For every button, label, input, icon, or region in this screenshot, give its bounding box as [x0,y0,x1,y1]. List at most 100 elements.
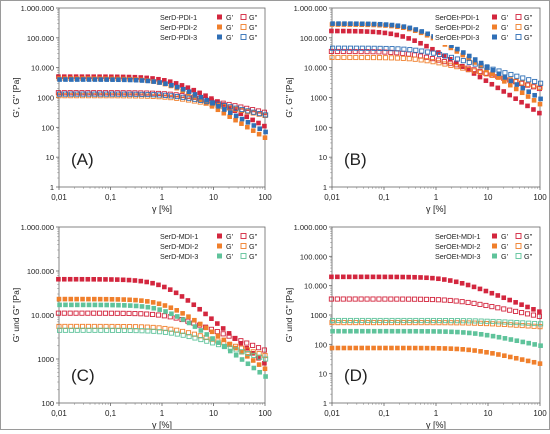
data-point-gp [531,98,537,103]
data-point-gp [238,111,244,117]
data-point-gpp [210,340,216,346]
data-point-gp [395,23,401,29]
data-point-gpp [383,45,389,52]
data-point-gpp [210,100,216,106]
data-point-gpp [519,80,525,86]
data-point-gp [354,328,359,334]
data-point-gpp [341,45,348,51]
legend-entry-label: SerOEt-PDI-2 [435,23,479,32]
data-point-gp [466,53,472,59]
series-SerD-MDI-1 [55,276,267,366]
legend-entry-label: SerOEt-PDI-3 [435,33,479,42]
data-point-gpp [174,93,180,100]
data-point-gpp [191,331,197,337]
data-point-gp [103,277,108,282]
legend: SerOEt-PDI-1 G' G'' SerOEt-PDI-2 G' G'' SerOEt… [433,11,537,45]
legend-marker-gp [492,243,497,249]
data-point-gpp [502,70,508,76]
data-point-gpp [524,82,531,88]
data-point-gp [222,344,227,350]
series-SerD-MDI-3 [57,302,269,379]
data-point-gpp [121,93,127,99]
data-point-gpp [483,302,489,309]
data-point-gpp [484,318,490,324]
legend-marker-gp [492,24,497,30]
legend-entry-label: SerD-PDI-3 [160,33,197,42]
data-point-gpp [79,90,85,96]
data-point-gpp [341,54,347,61]
data-point-gp [156,76,161,82]
data-point-gpp [513,308,519,314]
data-point-gp [430,345,436,351]
legend-marker-gpp [515,24,522,30]
data-point-gp [120,277,126,283]
data-point-gp [169,82,174,88]
data-point-gp [245,119,251,125]
data-point-gp [186,320,192,326]
data-point-gp [407,328,413,334]
data-point-gp [227,110,233,115]
data-point-gp [104,302,109,308]
data-point-gp [239,121,244,126]
y-tick-label: 1.000.000 [294,4,327,13]
data-point-gpp [371,45,377,51]
data-point-gpp [471,67,477,73]
x-tick-label: 100 [258,193,272,202]
data-point-gpp [376,49,382,55]
data-point-gp [502,353,507,358]
data-point-gp [454,49,460,54]
data-point-gp [57,302,62,308]
x-tick-label: 0,01 [324,409,340,418]
data-point-gpp [91,90,97,96]
data-point-gpp [186,333,192,340]
data-point-gp [419,328,425,334]
data-point-gpp [412,56,418,62]
data-point-gp [197,306,202,312]
data-point-gp [348,328,353,334]
data-point-gp [263,129,268,135]
data-point-gp [144,75,149,81]
data-point-gp [74,77,80,82]
data-point-gpp [412,296,418,302]
data-point-gpp [155,312,162,318]
data-point-gpp [442,53,449,59]
data-point-gp [418,275,423,280]
data-point-gp [389,328,395,334]
data-point-gp [401,328,407,334]
data-point-gpp [334,48,340,55]
data-point-gp [531,107,536,112]
data-point-gp [185,298,191,303]
data-point-gpp [80,327,86,333]
data-point-gpp [168,330,174,336]
data-point-gpp [186,95,192,101]
data-point-gpp [139,328,145,334]
data-point-gp [226,331,232,336]
data-point-gpp [232,335,238,341]
data-point-gpp [62,91,69,97]
data-point-gpp [412,52,418,58]
data-point-gp [382,274,388,280]
data-point-gp [329,274,334,280]
data-point-gp [67,276,73,282]
x-axis-label: γ [%] [426,204,446,214]
y-tick-label: 100.000 [27,267,54,276]
data-point-gp [144,279,149,285]
data-point-gp [98,302,104,308]
data-point-gpp [530,312,537,318]
data-point-gp [513,300,518,305]
data-point-gpp [531,323,537,329]
data-point-gpp [197,333,203,339]
data-point-gp [352,274,358,280]
data-point-gpp [423,296,430,302]
data-point-gpp [85,310,91,316]
data-point-gp [162,78,167,83]
data-point-gp [478,63,483,69]
data-point-gpp [250,349,256,355]
data-point-gpp [73,310,79,316]
data-point-gp [348,21,353,26]
data-point-gp [489,290,495,296]
data-point-gpp [364,296,370,302]
data-point-gpp [460,65,466,71]
data-point-gp [163,81,168,87]
data-point-gpp [204,338,210,344]
